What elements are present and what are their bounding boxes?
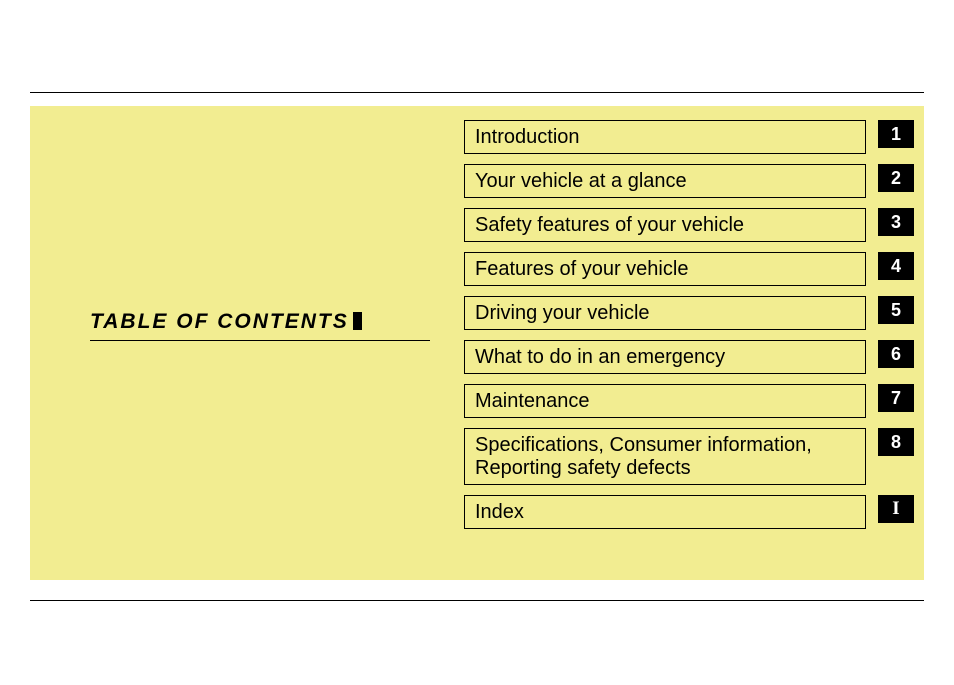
- toc-item-tab: 3: [878, 208, 914, 236]
- top-rule: [30, 92, 924, 93]
- toc-item-tab: 7: [878, 384, 914, 412]
- toc-item-label: Features of your vehicle: [464, 252, 866, 286]
- toc-row: Introduction 1: [464, 120, 914, 154]
- content-panel: TABLE OF CONTENTS Introduction 1 Your ve…: [30, 106, 924, 580]
- toc-row: What to do in an emergency 6: [464, 340, 914, 374]
- toc-item-label: Maintenance: [464, 384, 866, 418]
- toc-item-label: Driving your vehicle: [464, 296, 866, 330]
- toc-item-label: Index: [464, 495, 866, 529]
- title-underline: [90, 340, 430, 341]
- bottom-rule: [30, 600, 924, 601]
- toc-item-tab: 5: [878, 296, 914, 324]
- toc-item-label: Safety features of your vehicle: [464, 208, 866, 242]
- title-column: TABLE OF CONTENTS: [30, 106, 430, 580]
- toc-item-tab: 6: [878, 340, 914, 368]
- toc-item-tab: 1: [878, 120, 914, 148]
- toc-row: Features of your vehicle 4: [464, 252, 914, 286]
- toc-item-tab: I: [878, 495, 914, 523]
- toc-row: Your vehicle at a glance 2: [464, 164, 914, 198]
- toc-item-tab: 2: [878, 164, 914, 192]
- toc-item-label: Your vehicle at a glance: [464, 164, 866, 198]
- title-block: TABLE OF CONTENTS: [90, 310, 430, 341]
- toc-row: Specifications, Consumer information, Re…: [464, 428, 914, 485]
- toc-item-label: Specifications, Consumer information, Re…: [464, 428, 866, 485]
- toc-column: Introduction 1 Your vehicle at a glance …: [430, 106, 924, 580]
- toc-item-label: Introduction: [464, 120, 866, 154]
- toc-row: Maintenance 7: [464, 384, 914, 418]
- toc-item-label: What to do in an emergency: [464, 340, 866, 374]
- toc-row: Driving your vehicle 5: [464, 296, 914, 330]
- toc-row: Index I: [464, 495, 914, 529]
- page: TABLE OF CONTENTS Introduction 1 Your ve…: [0, 0, 954, 685]
- toc-item-tab: 4: [878, 252, 914, 280]
- toc-row: Safety features of your vehicle 3: [464, 208, 914, 242]
- title-end-mark-icon: [353, 312, 362, 330]
- page-title: TABLE OF CONTENTS: [90, 310, 349, 338]
- toc-item-tab: 8: [878, 428, 914, 456]
